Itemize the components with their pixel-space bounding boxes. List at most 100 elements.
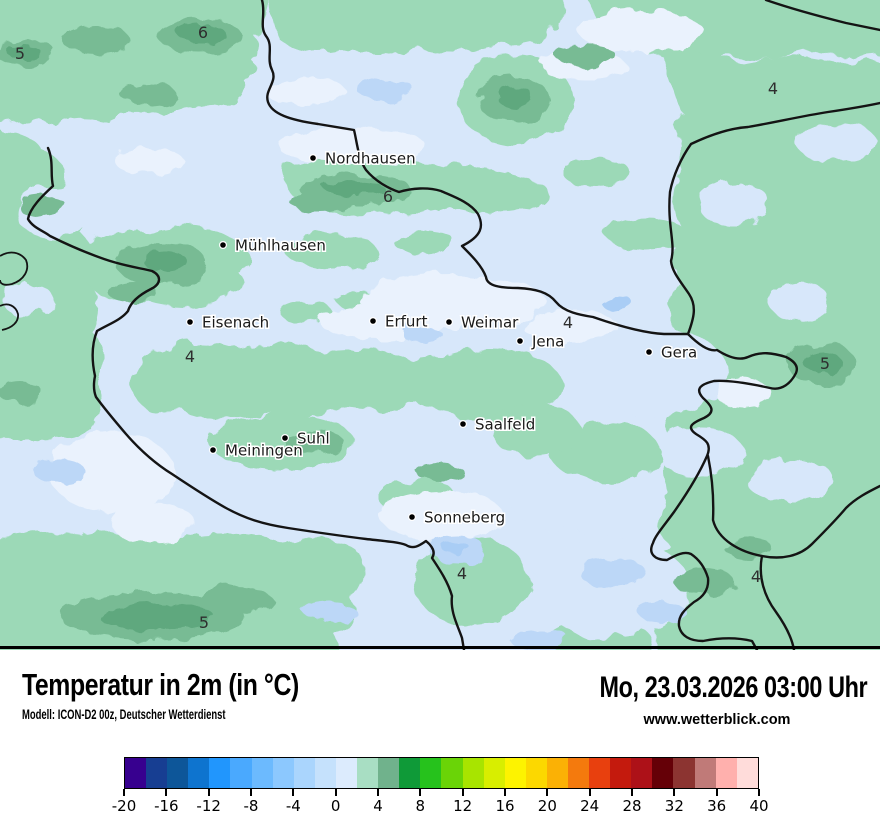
colorbar-tick <box>165 789 168 796</box>
city-label: Meiningen <box>225 442 303 460</box>
colorbar-segment <box>694 758 716 788</box>
border-east-descender <box>759 554 796 652</box>
colorbar-segment <box>736 758 758 788</box>
forecast-datetime: Mo, 23.03.2026 03:00 Uhr <box>599 671 867 704</box>
terrain-shading <box>0 0 880 670</box>
temp-value-label: 4 <box>563 313 573 332</box>
colorbar-ticks: -20 -16 -12 -8 -4 0 4 8 12 16 20 24 28 32 36 40 <box>112 789 769 819</box>
city-marker: Erfurt <box>369 311 429 332</box>
colorbar-segment <box>546 758 568 788</box>
colorbar-tick <box>631 789 633 796</box>
colorbar-tick-label: -8 <box>243 797 259 815</box>
border-southeast <box>650 332 799 652</box>
colorbar-tick-label: 24 <box>580 797 600 815</box>
city-marker: Jena <box>515 331 566 352</box>
city-dot <box>644 348 653 357</box>
map-svg: 5 6 6 4 4 4 5 4 4 5 Nordhausen Mühlhausen Eisenach E… <box>0 0 880 670</box>
city-markers: Nordhausen Mühlhausen Eisenach Erfurt Weimar… <box>186 148 699 528</box>
colorbar-tick <box>546 789 549 796</box>
temp-value-label: 5 <box>15 44 25 63</box>
city-dot <box>445 318 454 327</box>
border-fragment-west2 <box>0 303 19 331</box>
colorbar-segment <box>357 758 379 788</box>
colorbar-segment <box>251 758 273 788</box>
city-marker: Meiningen <box>209 440 304 461</box>
colorbar-tick-label: 20 <box>537 797 557 815</box>
colorbar-segment <box>652 758 674 788</box>
colorbar-segment <box>125 758 147 788</box>
colorbar-tick-label: 28 <box>622 797 642 815</box>
colorbar-segment <box>378 758 400 788</box>
colorbar-tick-label: 32 <box>664 797 684 815</box>
colorbar-tick-label: -16 <box>154 797 179 815</box>
colorbar-segment <box>314 758 336 788</box>
colorbar-tick <box>461 789 464 796</box>
city-dot <box>515 337 524 346</box>
colorbar-tick-label: 40 <box>749 797 769 815</box>
colorbar-tick-label: 12 <box>453 797 473 815</box>
colorbar-segment <box>188 758 210 788</box>
colorbar-segment <box>525 758 547 788</box>
colorbar-tick <box>588 789 591 796</box>
city-dot <box>459 420 468 429</box>
border-topright <box>764 0 880 32</box>
colorbar-tick <box>334 789 337 796</box>
city-label: Gera <box>661 344 697 362</box>
colorbar-segment <box>272 758 294 788</box>
city-dot <box>281 434 290 443</box>
city-label: Saalfeld <box>475 416 535 434</box>
colorbar-segment <box>610 758 632 788</box>
city-marker: Sonneberg <box>408 507 507 528</box>
city-label: Erfurt <box>385 313 428 331</box>
city-label: Suhl <box>297 430 330 448</box>
city-marker: Mühlhausen <box>219 235 327 256</box>
temp-value-label: 4 <box>751 567 761 586</box>
model-info: Modell: ICON-D2 00z, Deutscher Wetterdie… <box>22 707 226 722</box>
temperature-labels: 5 6 6 4 4 4 5 4 4 5 <box>15 23 830 632</box>
city-label: Nordhausen <box>325 150 416 168</box>
colorbar-segment <box>209 758 231 788</box>
colorbar-tick <box>419 789 422 796</box>
colorbar-segment <box>504 758 526 788</box>
temp-value-label: 6 <box>383 187 393 206</box>
colorbar-segment <box>589 758 611 788</box>
city-marker: Eisenach <box>186 312 271 333</box>
colorbar-segment <box>399 758 421 788</box>
city-marker: Gera <box>644 342 699 363</box>
colorbar-tick <box>250 789 252 796</box>
city-label: Jena <box>531 333 564 351</box>
colorbar-tick <box>504 789 506 796</box>
city-dot <box>219 241 228 250</box>
colorbar-segment <box>420 758 442 788</box>
city-label: Mühlhausen <box>235 237 326 255</box>
city-label: Sonneberg <box>424 509 505 527</box>
colorbar-segment <box>167 758 189 788</box>
border-northeast <box>668 101 880 336</box>
temp-value-label: 4 <box>185 347 195 366</box>
border-fragment-west1 <box>0 251 29 286</box>
colorbar-tick-label: 0 <box>330 797 341 815</box>
city-dot <box>309 154 318 163</box>
city-label: Weimar <box>461 314 519 332</box>
colorbar-segment <box>715 758 737 788</box>
colorbar-tick <box>377 789 379 796</box>
city-dot <box>186 318 195 327</box>
colorbar-tick-label: -12 <box>196 797 221 815</box>
colorbar-segment <box>673 758 695 788</box>
temp-value-label: 5 <box>199 613 209 632</box>
state-borders <box>0 0 880 652</box>
colorbar-segment <box>631 758 653 788</box>
colorbar-tick <box>123 789 125 796</box>
colorbar-segments <box>124 757 759 789</box>
border-west <box>26 146 466 652</box>
colorbar-tick <box>758 789 760 796</box>
colorbar-segment <box>335 758 358 788</box>
temp-value-label: 6 <box>198 23 208 42</box>
colorbar-tick-label: 8 <box>415 797 426 815</box>
colorbar-tick-label: 4 <box>373 797 383 815</box>
colorbar-tick <box>673 789 676 796</box>
city-marker: Weimar <box>445 312 521 333</box>
colorbar-tick-label: -4 <box>285 797 301 815</box>
temp-value-label: 4 <box>768 79 778 98</box>
